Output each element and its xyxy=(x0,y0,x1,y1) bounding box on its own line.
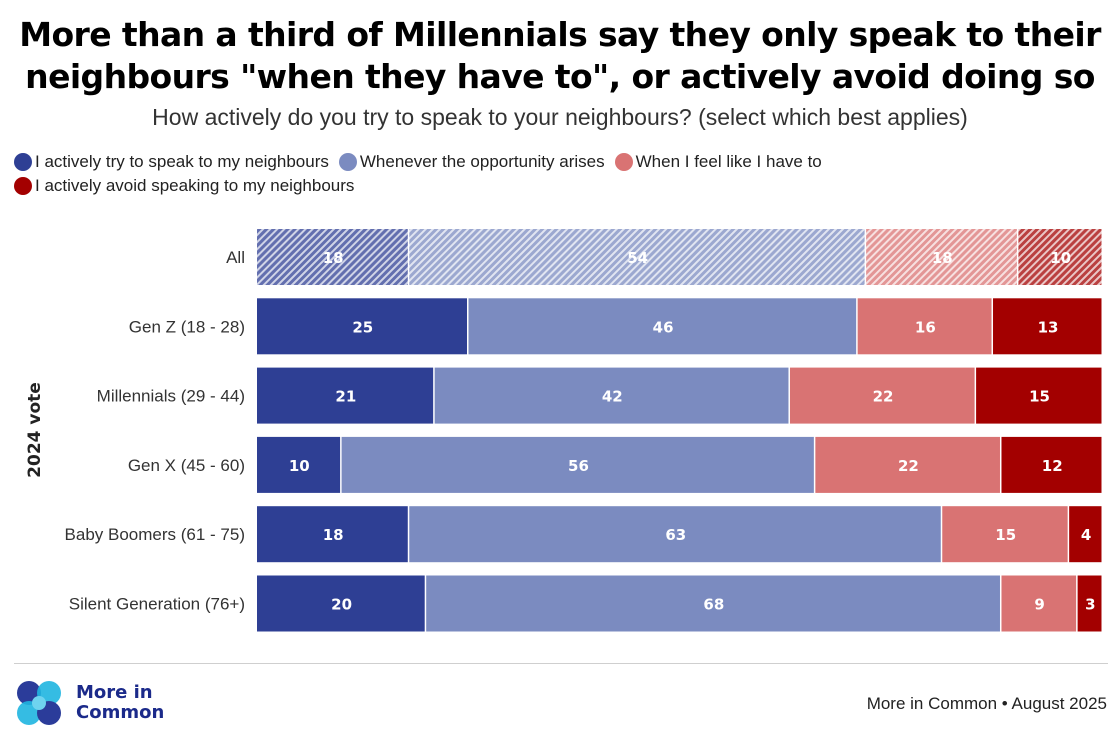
data-label: 18 xyxy=(323,526,344,544)
data-label: 13 xyxy=(1038,318,1059,336)
bar-segment xyxy=(257,298,467,355)
bar-row: Baby Boomers (61 - 75) 18 63 15 4 xyxy=(65,506,1102,563)
legend-swatch xyxy=(14,153,32,171)
chart-subtitle: How actively do you try to speak to your… xyxy=(152,104,968,130)
footer-divider xyxy=(14,663,1108,664)
bar-segment xyxy=(468,298,857,355)
bar-segment xyxy=(1001,436,1102,493)
legend-swatch xyxy=(614,153,633,171)
data-label: 16 xyxy=(915,318,936,336)
y-axis-title: 2024 vote xyxy=(25,382,45,478)
bar-segment xyxy=(257,436,341,493)
bar-segment xyxy=(341,436,814,493)
legend-swatch xyxy=(338,153,357,171)
data-label: 46 xyxy=(653,318,674,336)
legend-label: I actively avoid speaking to my neighbou… xyxy=(35,176,355,195)
source-note: More in Common • August 2025 xyxy=(866,694,1107,713)
bar-segment xyxy=(866,229,1017,285)
category-label: Silent Generation (76+) xyxy=(69,595,245,614)
bar-segment xyxy=(1069,506,1102,563)
bar-segment xyxy=(1001,575,1077,632)
data-label: 54 xyxy=(627,249,648,267)
bar-segment xyxy=(815,436,1000,493)
bar-segment xyxy=(942,506,1068,563)
logo-line-2: Common xyxy=(76,702,165,723)
legend: I actively try to speak to my neighbours… xyxy=(14,150,1014,198)
data-label: 22 xyxy=(898,457,919,475)
category-label: Gen X (45 - 60) xyxy=(128,456,245,475)
category-label: Millennials (29 - 44) xyxy=(97,387,245,406)
bar-row: Millennials (29 - 44) 21 42 22 15 xyxy=(97,367,1102,424)
legend-item-opportunity: Whenever the opportunity arises xyxy=(338,152,605,172)
data-label: 18 xyxy=(932,249,953,267)
data-label: 21 xyxy=(335,388,356,406)
legend-item-avoid: I actively avoid speaking to my neighbou… xyxy=(14,176,354,196)
title-line-2: neighbours "when they have to", or activ… xyxy=(25,57,1095,96)
data-label: 9 xyxy=(1034,596,1044,614)
category-label: Gen Z (18 - 28) xyxy=(129,317,245,336)
bar-segment xyxy=(257,506,408,563)
data-label: 18 xyxy=(323,249,344,267)
data-label: 3 xyxy=(1085,596,1095,614)
bar-segment xyxy=(257,367,434,424)
data-label: 10 xyxy=(289,457,310,475)
legend-item-have-to: When I feel like I have to xyxy=(614,152,822,172)
bar-segment xyxy=(434,367,789,424)
legend-label: I actively try to speak to my neighbours xyxy=(35,152,329,171)
bar-row: Gen X (45 - 60) 10 56 22 12 xyxy=(128,436,1102,493)
bar-row: Silent Generation (76+) 20 68 9 3 xyxy=(69,575,1102,632)
data-label: 56 xyxy=(568,457,589,475)
data-label: 22 xyxy=(873,388,894,406)
brand-logo: More in Common xyxy=(14,678,164,728)
data-label: 15 xyxy=(995,526,1016,544)
legend-swatch xyxy=(14,177,32,195)
data-label: 12 xyxy=(1042,457,1063,475)
logo-line-1: More in xyxy=(76,682,153,703)
bar-segment xyxy=(1018,229,1102,285)
bar-segment xyxy=(409,506,941,563)
data-label: 4 xyxy=(1081,526,1091,544)
data-label: 63 xyxy=(665,526,686,544)
bar-segment xyxy=(976,367,1102,424)
bar-segment xyxy=(993,298,1102,355)
category-label: All xyxy=(226,248,245,267)
legend-item-actively-try: I actively try to speak to my neighbours xyxy=(14,152,329,172)
logo-wordmark: More in Common xyxy=(76,683,164,723)
title-line-1: More than a third of Millennials say the… xyxy=(19,15,1101,54)
bar-row: All 18 54 18 10 xyxy=(226,229,1102,285)
bar-segment xyxy=(426,575,1000,632)
bar-segment xyxy=(1077,575,1102,632)
bar-segment xyxy=(409,229,865,285)
data-label: 42 xyxy=(602,388,623,406)
data-label: 15 xyxy=(1029,388,1050,406)
legend-label: Whenever the opportunity arises xyxy=(359,152,605,171)
bar-segment xyxy=(257,575,425,632)
logo-mark-icon xyxy=(17,681,61,725)
category-label: Baby Boomers (61 - 75) xyxy=(65,525,245,544)
bar-row: Gen Z (18 - 28) 25 46 16 13 xyxy=(129,298,1102,355)
data-label: 68 xyxy=(703,596,724,614)
data-label: 25 xyxy=(352,318,373,336)
legend-label: When I feel like I have to xyxy=(635,152,822,171)
stacked-bar-chart: 2024 vote All 18 54 18 10 Gen Z (18 - 28) 25 46 1… xyxy=(25,229,1102,632)
chart-title: More than a third of Millennials say the… xyxy=(0,14,1120,98)
bar-segment xyxy=(857,298,992,355)
bar-segment xyxy=(789,367,975,424)
data-label: 10 xyxy=(1050,249,1071,267)
bar-segment xyxy=(257,229,408,285)
data-label: 20 xyxy=(331,596,352,614)
